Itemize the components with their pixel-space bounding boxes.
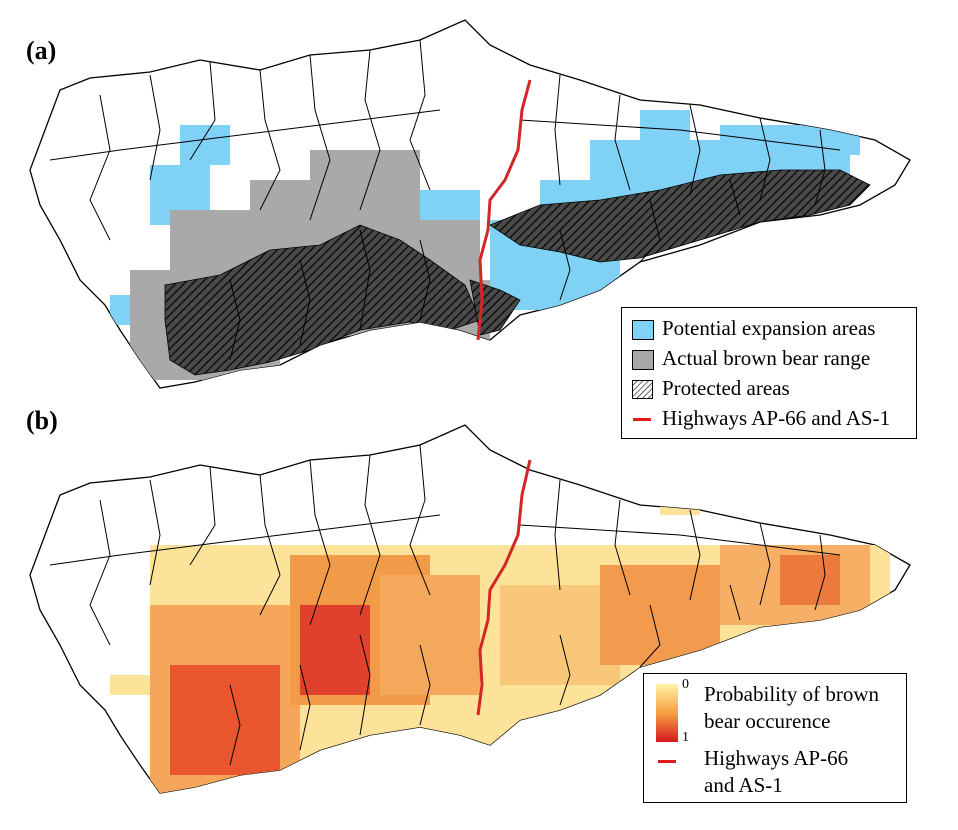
legend-b: 0 1 Probability of brown bear occurence … [643, 673, 907, 803]
map-b [29, 424, 911, 794]
legend-a-label-range: Actual brown bear range [662, 346, 871, 370]
legend-a-row-highway: Highways AP-66 and AS-1 [622, 406, 916, 434]
highway-line-b [476, 459, 532, 716]
highway-label-line2: and AS-1 [704, 773, 783, 797]
legend-a-row-expansion: Potential expansion areas [622, 316, 916, 344]
highway-swatch-a [633, 418, 651, 421]
highway-label-line1: Highways AP-66 [704, 746, 849, 770]
municipal-borders-a [49, 39, 841, 361]
legend-a-label-expansion: Potential expansion areas [662, 316, 876, 340]
legend-a-row-protected: Protected areas [622, 376, 916, 404]
legend-a-label-protected: Protected areas [662, 376, 790, 400]
scale-min-label: 0 [682, 677, 689, 692]
protected-swatch [632, 380, 653, 399]
probability-color-scale [656, 684, 678, 742]
probability-raster [110, 485, 890, 793]
map-a [29, 19, 911, 389]
scale-max-label: 1 [682, 730, 689, 745]
expansion-swatch [632, 320, 654, 340]
municipal-borders-b [49, 444, 841, 766]
scale-label-line1: Probability of brown [704, 682, 879, 706]
panel-a-label: (a) [26, 36, 57, 65]
range-swatch [632, 350, 654, 370]
panel-b-label: (b) [26, 406, 58, 435]
legend-a: Potential expansion areas Actual brown b… [621, 307, 917, 439]
legend-a-label-highway: Highways AP-66 and AS-1 [662, 406, 891, 430]
highway-line-a [476, 79, 532, 341]
highway-swatch-b [658, 760, 676, 763]
scale-label-line2: bear occurence [704, 709, 831, 733]
legend-a-row-range: Actual brown bear range [622, 346, 916, 374]
